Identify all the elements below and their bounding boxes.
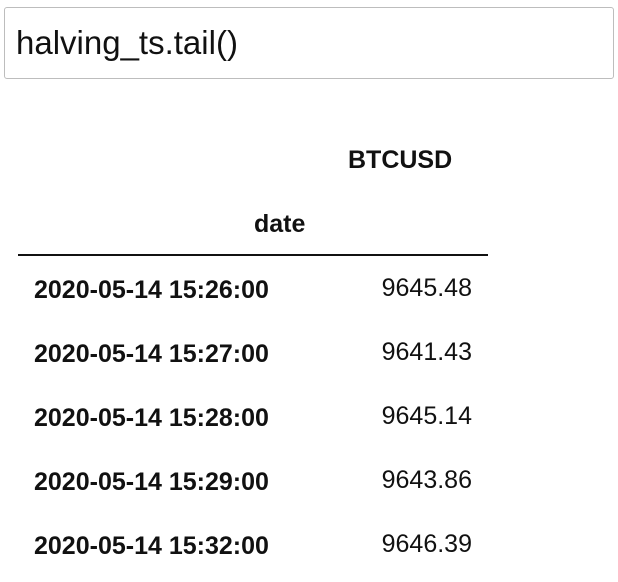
table-row: 2020-05-14 15:32:00 9646.39 [18,512,488,576]
table-row: 2020-05-14 15:26:00 9645.48 [18,256,488,320]
row-value-btcusd: 9643.86 [381,466,472,494]
row-index-date: 2020-05-14 15:29:00 [34,468,269,496]
header-divider [18,254,488,256]
row-value-btcusd: 9645.48 [381,274,472,302]
row-index-date: 2020-05-14 15:27:00 [34,340,269,368]
code-cell-input[interactable] [4,7,614,79]
table-row: 2020-05-14 15:28:00 9645.14 [18,384,488,448]
row-index-date: 2020-05-14 15:28:00 [34,404,269,432]
row-value-btcusd: 9641.43 [381,338,472,366]
table-body: 2020-05-14 15:26:00 9645.48 2020-05-14 1… [18,256,488,576]
index-name-header: date [254,210,306,238]
row-value-btcusd: 9646.39 [381,530,472,558]
row-index-date: 2020-05-14 15:32:00 [34,532,269,560]
row-index-date: 2020-05-14 15:26:00 [34,276,269,304]
table-row: 2020-05-14 15:27:00 9641.43 [18,320,488,384]
column-header-btcusd: BTCUSD [348,146,453,174]
row-value-btcusd: 9645.14 [381,402,472,430]
code-line[interactable]: halving_ts.tail() [16,24,238,61]
table-row: 2020-05-14 15:29:00 9643.86 [18,448,488,512]
